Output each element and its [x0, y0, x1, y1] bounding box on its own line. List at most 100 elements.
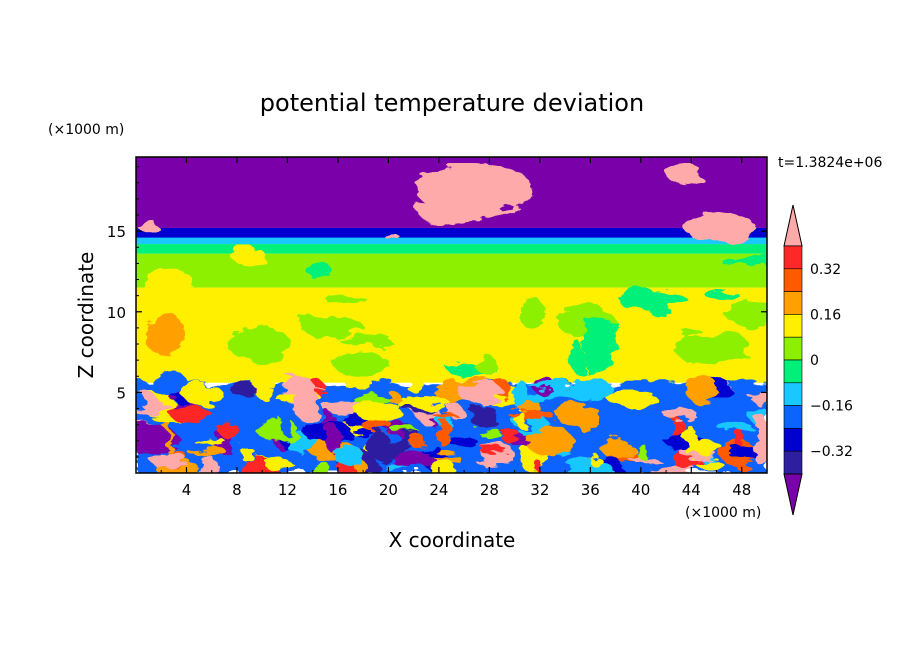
x-tick-label: 16 — [328, 481, 347, 499]
turbulent-cell — [325, 423, 341, 453]
boundary-layer — [136, 370, 767, 473]
mid-blob — [227, 326, 291, 362]
turbulent-cell — [693, 439, 722, 456]
colorbar-box — [783, 450, 803, 475]
turbulent-cell — [218, 421, 239, 439]
x-tick-label: 8 — [232, 481, 242, 499]
turbulent-cell — [314, 462, 332, 473]
turbulent-cell — [716, 422, 753, 432]
turbulent-cell — [354, 401, 402, 420]
plot-frame — [135, 156, 768, 474]
turbulent-cell — [557, 402, 601, 428]
mid-blob — [720, 257, 767, 266]
mid-blob — [425, 322, 476, 339]
mid-blob — [334, 320, 354, 331]
warm-patch — [294, 378, 319, 423]
mid-blob — [704, 289, 739, 301]
turbulent-cell — [264, 458, 294, 471]
colorbar-box — [783, 359, 803, 384]
turbulent-cell — [238, 447, 256, 461]
turbulent-cell — [567, 378, 613, 402]
turbulent-cell — [230, 382, 257, 398]
turbulent-cell — [663, 406, 697, 422]
turbulent-cell — [136, 423, 171, 453]
mid-blob — [332, 351, 390, 376]
colorbar-box — [783, 405, 803, 429]
x-tick-label: 48 — [732, 481, 751, 499]
turbulent-cell — [278, 417, 293, 434]
turbulent-cell — [253, 370, 275, 401]
mid-blob — [253, 261, 296, 278]
turbulent-cell — [737, 430, 746, 451]
mid-layer-variability — [143, 244, 767, 388]
turbulent-cell — [408, 434, 426, 448]
colorbar-top-arrow — [783, 204, 803, 247]
turbulent-cell — [628, 456, 660, 463]
colorbar-box — [783, 336, 803, 361]
upper-warm-patches — [136, 163, 767, 470]
turbulent-cell — [334, 445, 364, 466]
turbulent-cell — [389, 425, 418, 432]
colorbar-label: 0.16 — [810, 307, 841, 323]
y-axis-label: Z coordinate — [74, 252, 98, 379]
turbulent-cell — [685, 374, 719, 404]
region-mid-upper — [136, 253, 767, 288]
warm-patch — [684, 214, 757, 241]
turbulent-cell — [449, 435, 478, 448]
turbulent-cell — [567, 459, 615, 473]
turbulent-cell — [438, 418, 450, 448]
turbulent-cell — [342, 377, 374, 389]
turbulent-cell — [468, 404, 498, 428]
y-tick-label: 10 — [107, 304, 126, 322]
turbulent-cell — [320, 408, 331, 427]
x-axis: 4 8 12 16 20 24 28 32 36 40 44 48 — [160, 157, 751, 499]
turbulent-cell — [602, 440, 636, 459]
y-tick-label: 15 — [107, 223, 126, 241]
colorbar-box — [783, 268, 803, 292]
field-plot — [136, 157, 767, 473]
colorbar-label: 0.32 — [810, 262, 841, 278]
warm-patch — [665, 163, 702, 184]
turbulent-cell — [631, 383, 659, 392]
turbulent-cell — [362, 416, 391, 433]
mid-blob — [232, 244, 265, 267]
mid-blob — [474, 354, 497, 374]
colorbar: 0.32 0.16 0 −0.16 −0.32 — [783, 204, 853, 516]
turbulent-cell — [141, 401, 171, 410]
turbulent-cell — [696, 458, 724, 472]
turbulent-cell — [479, 444, 506, 455]
turbulent-cell — [510, 410, 555, 422]
turbulent-cell — [749, 392, 767, 403]
warm-patch — [418, 197, 479, 226]
x-tick-label: 28 — [480, 481, 499, 499]
mid-blob — [275, 292, 293, 321]
x-tick-label: 44 — [682, 481, 701, 499]
x-tick-label: 24 — [429, 481, 448, 499]
turbulent-cell — [636, 442, 646, 459]
colorbar-label: −0.16 — [810, 399, 853, 415]
mid-blob — [618, 289, 688, 311]
turbulent-cell — [405, 396, 451, 411]
mid-blob — [614, 357, 656, 388]
warm-core — [145, 312, 186, 357]
region-tropopause-dark — [136, 227, 767, 238]
time-label: t=1.3824e+06 — [778, 155, 882, 171]
colorbar-bottom-arrow — [783, 473, 803, 516]
turbulent-cell — [672, 420, 687, 440]
turbulent-cell — [169, 404, 211, 423]
mid-blob — [326, 296, 369, 306]
colorbar-label: −0.32 — [810, 444, 853, 460]
turbulent-cell — [406, 374, 423, 394]
x-tick-label: 12 — [278, 481, 297, 499]
mid-blob — [520, 297, 546, 331]
warm-patch — [387, 235, 402, 244]
colorbar-box — [783, 245, 803, 270]
turbulent-cell — [606, 391, 657, 406]
x-tick-label: 4 — [182, 481, 192, 499]
mid-blob — [569, 340, 585, 374]
turbulent-cell — [390, 452, 436, 467]
mid-blob — [339, 335, 393, 346]
colorbar-box — [783, 314, 803, 338]
y-axis: 5 10 15 — [107, 166, 767, 458]
